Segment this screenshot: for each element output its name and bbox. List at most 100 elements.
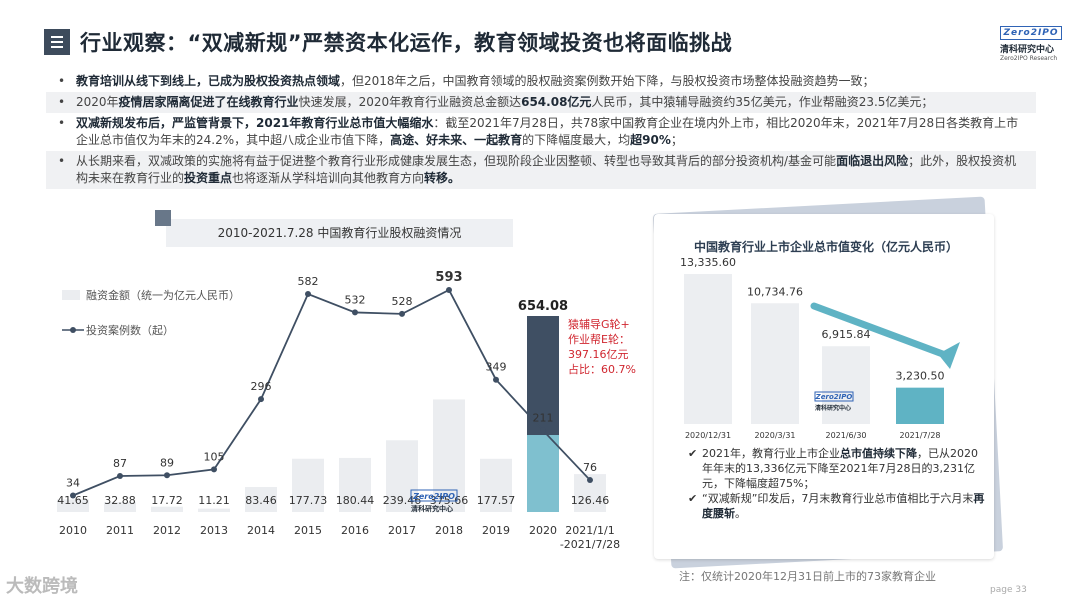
bar bbox=[245, 486, 277, 512]
line-label: 593 bbox=[435, 270, 462, 285]
text-segment: 疫情居家隔离促进了在线教育行业 bbox=[118, 95, 299, 109]
page-title: 行业观察：“双减新规”严禁资本化运作，教育领域投资也将面临挑战 bbox=[80, 31, 733, 55]
mv-logo-cn: 清科研究中心 bbox=[815, 404, 851, 412]
x-tick-label: 2013 bbox=[200, 524, 228, 537]
page-number: page 33 bbox=[990, 585, 1027, 595]
x-tick-label: 2017 bbox=[388, 524, 416, 537]
bar bbox=[151, 506, 183, 512]
bar bbox=[386, 440, 418, 512]
bar-2020-top bbox=[527, 316, 559, 436]
mv-x-label: 2020/3/31 bbox=[754, 431, 795, 440]
line-label: 105 bbox=[204, 450, 225, 463]
bar-label: 41.65 bbox=[57, 494, 89, 507]
line-label: 89 bbox=[160, 456, 174, 469]
bar-label: 177.73 bbox=[289, 494, 328, 507]
line-label: 296 bbox=[251, 380, 272, 393]
menu-icon[interactable] bbox=[44, 29, 70, 55]
line-point bbox=[352, 309, 358, 316]
logo-box: Zero2IPO bbox=[1000, 26, 1062, 40]
line-label: 211 bbox=[533, 411, 554, 424]
bar-label: 239.46 bbox=[383, 494, 422, 507]
line-point bbox=[540, 427, 546, 434]
text-segment: 人民币，其中猿辅导融资约35亿美元，作业帮融资23.5亿美元； bbox=[591, 95, 934, 109]
line-point bbox=[258, 396, 264, 403]
market-value-panel: 中国教育行业上市企业总市值变化（亿元人民币） 13,335.60 2020/12/… bbox=[654, 214, 994, 559]
x-tick-label: 2015 bbox=[294, 524, 322, 537]
text-segment: 也将逐渐从学科培训向其他教育方向 bbox=[232, 171, 425, 185]
financing-chart: 融资金额（统一为亿元人民币） 投资案例数（起） 41.65 2010 32.88 2011… bbox=[57, 270, 636, 551]
bullet-3: • 双减新规发布后，严监管背景下，2021年教育行业总市值大幅缩水：截至2021年… bbox=[58, 116, 1019, 147]
bullet-1: • 教育培训从线下到线上，已成为股权投资热点领域，但2018年之后，中国教育领域的… bbox=[58, 74, 875, 88]
x-tick-label: 2011 bbox=[106, 524, 134, 537]
bar bbox=[198, 508, 230, 512]
line-point bbox=[70, 492, 76, 499]
text-segment: 。 bbox=[735, 507, 746, 520]
chart-title: 2010-2021.7.28 中国教育行业股权融资情况 bbox=[217, 226, 462, 240]
market-value-chart: 13,335.60 2020/12/31 10,734.76 2020/3/31 6,9… bbox=[680, 256, 960, 440]
chart-title-bg bbox=[166, 219, 513, 247]
line-point bbox=[164, 472, 170, 479]
logo-en: Zero2IPO Research bbox=[1000, 55, 1058, 62]
mv-bar bbox=[822, 346, 870, 424]
bullet-2: • 2020年疫情居家隔离促进了在线教育行业快速发展，2020年教育行业融资总金额… bbox=[46, 92, 1036, 113]
text-segment: 2021年，教育行业上市企业 bbox=[702, 447, 840, 460]
text-segment: 超90% bbox=[630, 133, 671, 147]
bar bbox=[57, 499, 89, 512]
line-label: 528 bbox=[392, 295, 413, 308]
text-segment: ，但2018年之后，中国教育领域的股权融资案例数开始下降，与股权投资市场整体投融… bbox=[340, 74, 875, 88]
zero2ipo-logo: Zero2IPO 清科研究中心 Zero2IPO Research bbox=[1000, 26, 1062, 62]
bar-label: 180.44 bbox=[336, 494, 375, 507]
bullet-list: • 教育培训从线下到线上，已成为股权投资热点领域，但2018年之后，中国教育领域的… bbox=[46, 71, 1036, 189]
mv-bar-label: 10,734.76 bbox=[747, 285, 803, 298]
bar-label: 126.46 bbox=[571, 494, 610, 507]
x-tick-label: -2021/7/28 bbox=[560, 538, 620, 551]
logo-cn: 清科研究中心 bbox=[1000, 45, 1055, 55]
annotation-line: 作业帮E轮： bbox=[568, 332, 630, 346]
chart-title-square bbox=[155, 210, 171, 226]
text-segment: 高途、好未来、一起教育 bbox=[390, 133, 523, 147]
bar bbox=[292, 458, 324, 512]
line-label: 34 bbox=[66, 477, 80, 490]
legend-bar-swatch bbox=[62, 290, 80, 300]
text-segment: 从长期来看，双减政策的实施将有益于促进整个教育行业形成健康发展生态，但现阶段企业… bbox=[76, 154, 837, 168]
mv-x-label: 2020/12/31 bbox=[685, 431, 731, 440]
bar bbox=[480, 458, 512, 512]
text-segment: 再度腰斩 bbox=[702, 492, 985, 520]
text-segment: 双减新规发布后，严监管背景下，2021年教育行业总市值大幅缩水 bbox=[76, 116, 434, 130]
line-point bbox=[211, 466, 217, 473]
mv-x-label: 2021/6/30 bbox=[825, 431, 866, 440]
panel-item-2: ✔ “双减新规”印发后，7月末教育行业总市值相比于六月末再度腰斩。 bbox=[688, 492, 985, 520]
text-segment: “双减新规”印发后，7月末教育行业总市值相比于六月末 bbox=[702, 492, 974, 505]
line-point bbox=[493, 376, 499, 383]
line-label: 76 bbox=[583, 461, 597, 474]
bar-label: 177.57 bbox=[477, 494, 516, 507]
line-label: 87 bbox=[113, 457, 127, 470]
text-segment: 投资重点 bbox=[184, 171, 233, 185]
text-segment: ：截至2021年7月28日，共78家中国教育企业在境内外上市，相比2020年末，… bbox=[76, 116, 1019, 147]
bar-label: 654.08 bbox=[518, 299, 568, 314]
mv-logo-text: Zero2IPO bbox=[815, 393, 853, 401]
x-tick-label: 2010 bbox=[59, 524, 87, 537]
x-tick-label: 2014 bbox=[247, 524, 275, 537]
watermark: 大数跨境 bbox=[6, 576, 78, 597]
panel-list: ✔ 2021年，教育行业上市企业总市值持续下降，已从2020年年末的13,336亿… bbox=[688, 446, 988, 521]
line-point bbox=[305, 291, 311, 298]
mv-bar-label: 3,230.50 bbox=[896, 370, 945, 383]
bar bbox=[433, 399, 465, 512]
text-segment: 2020年 bbox=[76, 95, 119, 109]
text-segment: 的下降幅度最大，均 bbox=[522, 133, 631, 147]
mv-bar-label: 13,335.60 bbox=[680, 256, 736, 269]
x-tick-label: 2016 bbox=[341, 524, 369, 537]
legend-line-marker bbox=[70, 327, 76, 333]
line-label: 349 bbox=[486, 361, 507, 374]
bullet-4: • 从长期来看，双减政策的实施将有益于促进整个教育行业形成健康发展生态，但现阶段企… bbox=[46, 151, 1036, 189]
annotation-line: 占比：60.7% bbox=[568, 362, 636, 376]
footnote: 注：仅统计2020年12月31日前上市的73家教育企业 bbox=[679, 570, 936, 583]
line-point bbox=[117, 473, 123, 480]
bar-label: 17.72 bbox=[151, 494, 183, 507]
chart-logo-box bbox=[410, 489, 458, 502]
bar bbox=[339, 457, 371, 512]
text-segment: 快速发展，2020年教育行业融资总金额达 bbox=[298, 95, 522, 109]
bar-label: 83.46 bbox=[245, 494, 277, 507]
